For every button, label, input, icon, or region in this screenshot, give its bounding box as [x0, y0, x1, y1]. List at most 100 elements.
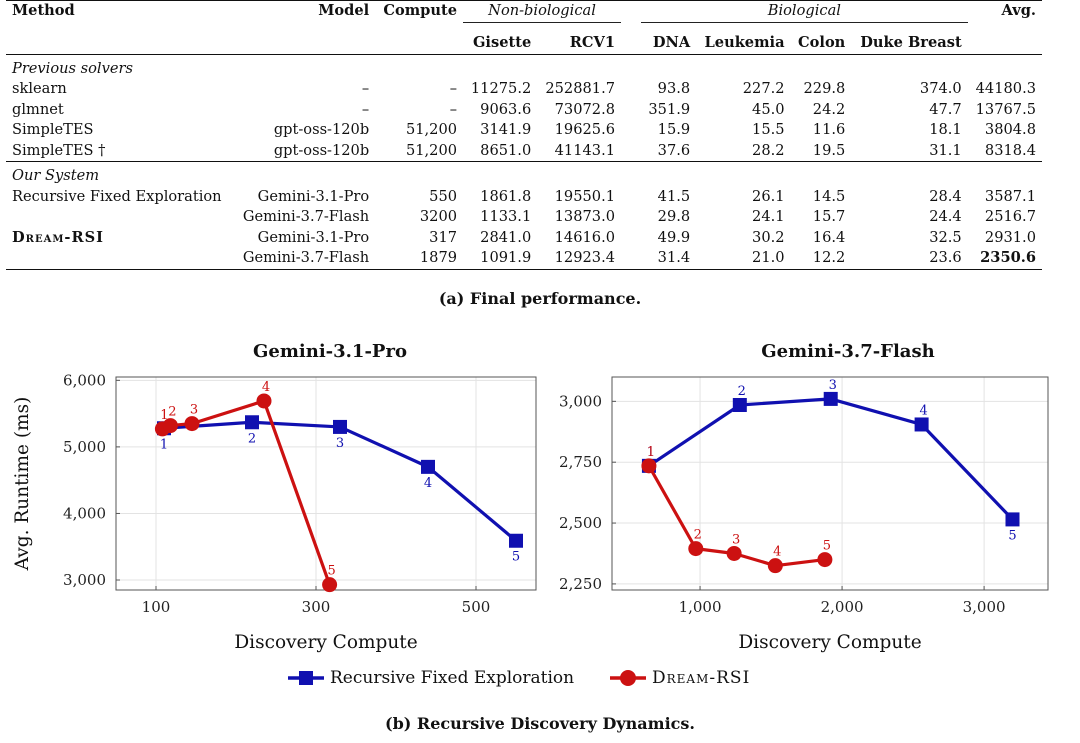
cell-compute: 51,200 [405, 141, 458, 159]
data-point-label: 5 [823, 539, 831, 554]
cell-method: glmnet [12, 100, 64, 118]
legend-rfe-label: Recursive Fixed Exploration [330, 668, 575, 688]
data-point-label: 1 [160, 408, 168, 423]
cell-method: SimpleTES [12, 121, 94, 138]
table-row: sklearn – –11275.2 252881.7 93.8 227.2 229.8 37… [6, 79, 1042, 100]
x-axis-label: Discovery Compute [234, 632, 417, 653]
legend-dream-rsi-label: Dream-RSI [652, 668, 751, 688]
cell-value: 351.9 [648, 100, 691, 118]
data-point-label: 5 [1008, 528, 1016, 543]
cell-value: 37.6 [657, 141, 691, 159]
data-point-square [1005, 512, 1020, 527]
x-tick-label: 100 [142, 598, 171, 616]
data-point-label: 2 [168, 405, 176, 420]
data-point-label: 5 [512, 550, 520, 565]
cell-value: 2841.0 [480, 228, 532, 246]
y-tick-label: 2,250 [559, 575, 602, 593]
table-row: Recursive Fixed Exploration Gemini-3.1-Pr… [6, 187, 1042, 208]
data-point-label: 3 [829, 378, 837, 393]
x-tick-label: 300 [302, 598, 331, 616]
header-dataset-dna: DNA [652, 34, 691, 51]
cell-avg: 44180.3 [975, 80, 1036, 97]
cell-value: 21.0 [752, 249, 785, 266]
data-point-label: 4 [424, 476, 432, 491]
cell-compute: 3200 [419, 208, 458, 225]
cell-model: Gemini-3.1-Pro [257, 187, 370, 205]
header-dataset-duke-breast: Duke Breast [860, 34, 962, 51]
data-point-label: 2 [248, 431, 256, 446]
cell-avg: 3804.8 [984, 121, 1036, 138]
table-row: Gemini-3.7-Flash 3200 1133.1 13873.0 29.8 24.… [6, 207, 1042, 228]
cell-compute: – [449, 80, 458, 97]
cell-value: 23.6 [929, 249, 962, 266]
x-tick-label: 500 [462, 598, 491, 616]
cell-compute: 550 [429, 187, 458, 205]
y-tick-label: 3,000 [559, 392, 602, 410]
data-point-square [509, 533, 523, 548]
data-point-circle [726, 545, 742, 561]
cell-value: 26.1 [752, 187, 785, 205]
chart-gemini-3-1-pro: 100 300 500 3,000 4,000 5,000 6,000 Gemini-3.1-… [12, 341, 537, 653]
cell-value: 41143.1 [554, 141, 615, 159]
cell-value: 12923.4 [554, 249, 615, 266]
cell-value: 47.7 [929, 100, 962, 118]
cell-method: Recursive Fixed Exploration [12, 187, 222, 205]
y-axis-label: Avg. Runtime (ms) [12, 397, 33, 572]
header-dataset-rcv1: RCV1 [569, 34, 615, 51]
header-dataset-leukemia: Leukemia [704, 34, 785, 51]
data-point-square [245, 415, 259, 430]
cell-value: 49.9 [657, 228, 691, 246]
section-previous-solvers: Previous solvers [12, 59, 133, 77]
data-point-square [823, 391, 838, 406]
data-point-label: 2 [738, 384, 746, 399]
cell-value: 9063.6 [480, 100, 532, 118]
chart-gemini-3-7-flash: 1,000 2,000 3,000 2,250 2,500 2,750 3,000 Gemin… [559, 341, 1049, 653]
cell-value: 24.1 [752, 208, 785, 225]
data-point-circle [184, 416, 200, 432]
data-point-label: 1 [647, 445, 655, 460]
cell-compute: 1879 [419, 249, 458, 266]
cell-value: 11.6 [812, 121, 846, 138]
cell-avg: 2516.7 [984, 208, 1036, 225]
cell-compute: – [449, 100, 458, 118]
cell-value: 3141.9 [480, 121, 532, 138]
y-tick-label: 6,000 [63, 371, 106, 389]
x-tick-label: 3,000 [963, 598, 1006, 616]
header-method: Method [12, 2, 75, 19]
cell-value: 19.5 [812, 141, 846, 159]
cell-model: – [361, 100, 370, 118]
table-row: SimpleTES † gpt-oss-120b 51,200 8651.0 41143… [6, 141, 1042, 162]
chart-title: Gemini-3.1-Pro [253, 341, 407, 362]
cell-value: 1861.8 [480, 187, 532, 205]
table-row: glmnet – – 9063.6 73072.8 351.9 45.0 24.2 47.7 13… [6, 100, 1042, 121]
cell-method: sklearn [12, 80, 67, 97]
data-point-square [333, 419, 347, 434]
cell-value: 45.0 [752, 100, 785, 118]
data-point-label: 1 [647, 445, 655, 460]
cell-value: 11275.2 [470, 80, 532, 97]
header-model: Model [318, 2, 370, 19]
cell-value: 1133.1 [480, 208, 532, 225]
cell-model: Gemini-3.7-Flash [242, 208, 370, 225]
x-tick-label: 2,000 [821, 598, 864, 616]
header-group-nonbio: Non-biological [463, 0, 621, 23]
data-point-circle [767, 558, 783, 574]
cell-avg: 8318.4 [984, 141, 1036, 159]
plot-frame [611, 376, 1049, 591]
cell-value: 13873.0 [554, 208, 615, 225]
cell-value: 227.2 [742, 80, 785, 97]
cell-avg: 2931.0 [984, 228, 1036, 246]
y-tick-label: 3,000 [63, 571, 106, 589]
data-point-label: 4 [262, 380, 270, 395]
table-row: Gemini-3.7-Flash 1879 1091.9 12923.4 31.4 21.… [6, 248, 1042, 269]
data-point-square [914, 417, 929, 432]
legend-rfe-swatch [288, 671, 324, 685]
x-axis-label: Discovery Compute [738, 632, 921, 653]
cell-avg: 2350.6 [980, 249, 1036, 266]
legend-item-rfe: Recursive Fixed Exploration [288, 668, 574, 688]
data-point-circle [322, 577, 338, 593]
cell-value: 16.4 [812, 228, 846, 246]
cell-model: Gemini-3.1-Pro [257, 228, 370, 246]
data-point-label: 1 [160, 437, 168, 452]
